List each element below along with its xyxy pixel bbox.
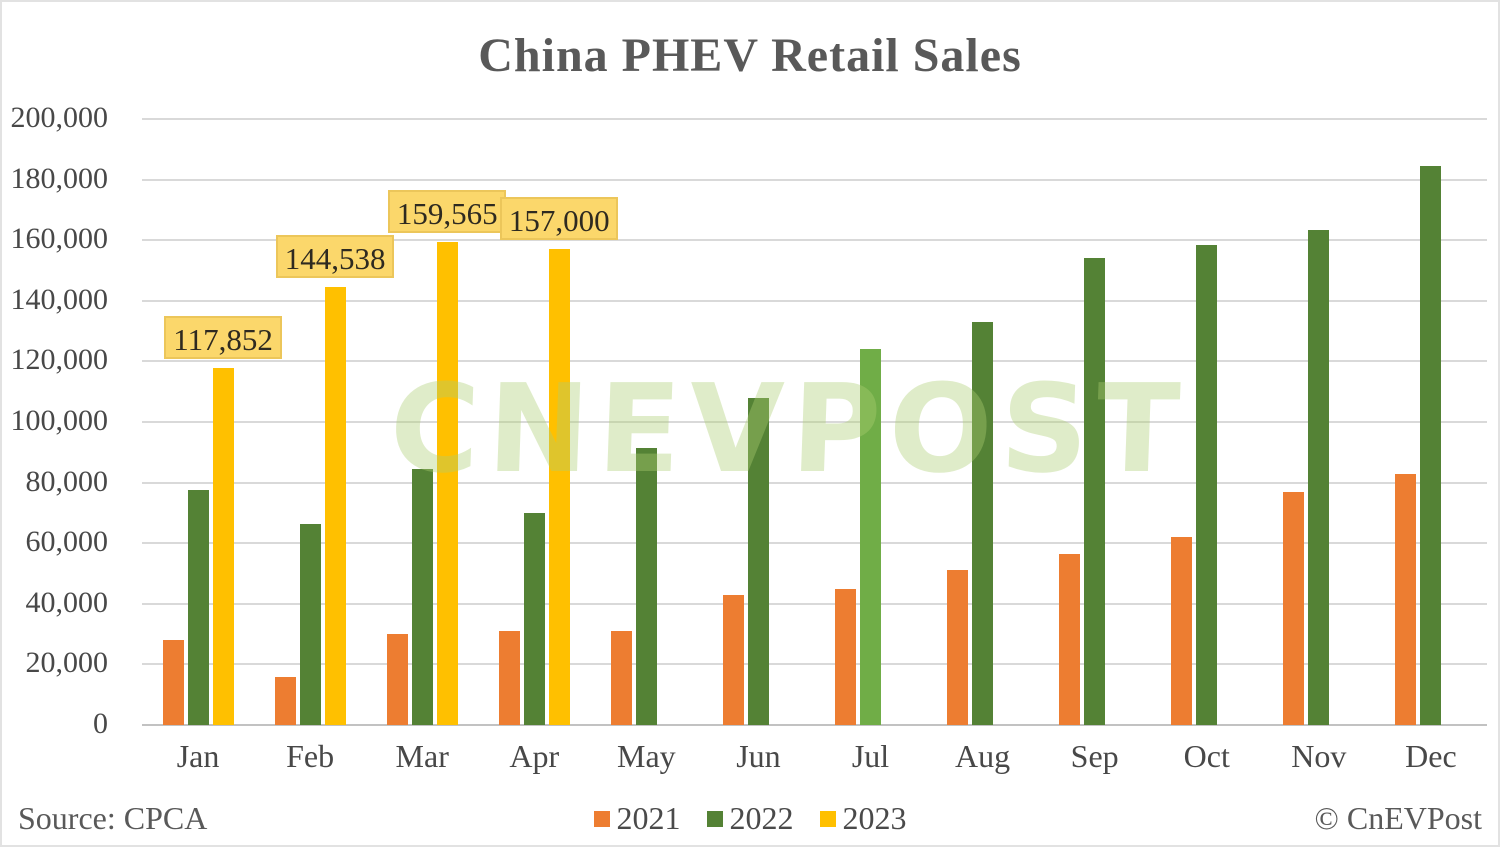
gridline	[142, 178, 1487, 181]
bar-2021-sep	[1059, 553, 1081, 725]
bar-group-apr	[478, 119, 590, 725]
y-tick-label: 80,000	[25, 464, 109, 498]
bar-2022-may	[635, 447, 657, 725]
y-tick-label: 200,000	[10, 101, 109, 134]
bar-2022-sep	[1084, 258, 1106, 725]
bar-2023-apr	[548, 249, 570, 725]
bar-group-may	[590, 119, 702, 725]
bar-2022-feb	[299, 523, 321, 725]
legend-swatch-2023	[819, 810, 836, 827]
bar-2021-dec	[1395, 473, 1417, 725]
bar-2021-jul	[835, 588, 856, 725]
bar-group-dec	[1375, 119, 1487, 725]
y-tick-label: 120,000	[10, 343, 109, 377]
bar-2022-oct	[1196, 244, 1218, 725]
bars-layer	[142, 119, 1487, 725]
gridline	[142, 602, 1487, 605]
legend-label-2023: 2023	[842, 800, 907, 836]
bar-2022-dec	[1420, 165, 1442, 725]
bar-group-jul	[814, 119, 926, 725]
gridline	[142, 421, 1487, 423]
gridline	[142, 299, 1487, 302]
footer: Source: CPCA 2021 2022 2023 © CnEVPost	[2, 793, 1498, 837]
y-tick-label: 140,000	[10, 282, 109, 316]
bar-2021-may	[610, 631, 632, 725]
x-tick-label-aug: Aug	[955, 738, 1011, 774]
legend-item-2022: 2022	[706, 800, 794, 837]
bar-2021-aug	[947, 570, 969, 725]
bar-group-oct	[1151, 119, 1263, 725]
legend-swatch-2022	[706, 810, 723, 827]
x-tick-label-apr: Apr	[509, 738, 560, 774]
y-tick-label: 40,000	[25, 585, 109, 619]
legend-item-2021: 2021	[593, 800, 681, 837]
y-tick-label: 180,000	[10, 161, 109, 195]
bar-group-jan	[142, 119, 254, 725]
bar-group-jun	[702, 119, 814, 725]
bar-group-feb	[254, 119, 366, 725]
x-tick-label-dec: Dec	[1405, 738, 1457, 774]
bar-2021-oct	[1171, 537, 1193, 725]
gridline	[142, 360, 1487, 363]
bar-2023-jan	[212, 367, 234, 725]
x-axis-labels: Jan Feb Mar Apr May Jun Jul Aug Sep Oct Nov Dec	[142, 738, 1487, 775]
y-tick-label: 160,000	[10, 222, 109, 256]
x-tick-label-jan: Jan	[176, 738, 220, 774]
bar-2021-nov	[1283, 491, 1305, 725]
bar-2022-mar	[411, 468, 433, 725]
bar-2021-apr	[498, 631, 520, 725]
chart-title: China PHEV Retail Sales	[478, 29, 1022, 82]
bar-group-sep	[1039, 119, 1151, 725]
y-tick-label: 0	[93, 707, 108, 740]
y-tick-label: 100,000	[10, 404, 109, 437]
copyright-credit: © CnEVPost	[1314, 800, 1482, 836]
bar-2022-nov	[1308, 229, 1330, 725]
x-axis-line	[142, 724, 1487, 726]
bar-2022-aug	[972, 322, 994, 725]
x-tick-label-oct: Oct	[1183, 738, 1230, 774]
bar-2021-jan	[162, 640, 184, 725]
legend-item-2023: 2023	[819, 800, 907, 837]
gridline	[142, 663, 1487, 666]
x-tick-label-nov: Nov	[1291, 738, 1347, 774]
x-tick-label-feb: Feb	[286, 738, 335, 774]
bar-2022-jul	[860, 349, 881, 725]
bar-2022-jan	[187, 490, 209, 725]
bar-2022-apr	[523, 512, 545, 725]
bar-2021-feb	[274, 676, 296, 725]
y-tick-label: 60,000	[25, 525, 109, 559]
legend-label-2021: 2021	[616, 800, 681, 836]
x-tick-label-sep: Sep	[1070, 738, 1119, 774]
bar-2023-feb	[324, 287, 346, 725]
bar-2021-mar	[386, 634, 408, 725]
bar-2021-jun	[722, 594, 744, 725]
legend-swatch-2021	[593, 810, 610, 827]
gridline	[142, 481, 1487, 484]
bar-group-mar	[366, 119, 478, 725]
x-tick-label-mar: Mar	[395, 738, 449, 774]
bar-2023-mar	[436, 241, 458, 725]
legend: 2021 2022 2023	[2, 800, 1498, 837]
bar-2022-jun	[747, 397, 769, 725]
bar-group-nov	[1263, 119, 1375, 725]
cnevpost-watermark: CNEVPOST	[387, 358, 1191, 500]
x-tick-label-may: May	[617, 738, 676, 774]
x-tick-label-jun: Jun	[736, 738, 781, 774]
gridline	[142, 118, 1487, 120]
y-tick-label: 20,000	[25, 646, 109, 680]
bar-group-aug	[927, 119, 1039, 725]
legend-label-2022: 2022	[729, 800, 794, 836]
source-note: Source: CPCA	[18, 800, 208, 836]
gridline	[142, 239, 1487, 242]
gridline	[142, 542, 1487, 545]
x-tick-label-jul: Jul	[851, 738, 890, 774]
